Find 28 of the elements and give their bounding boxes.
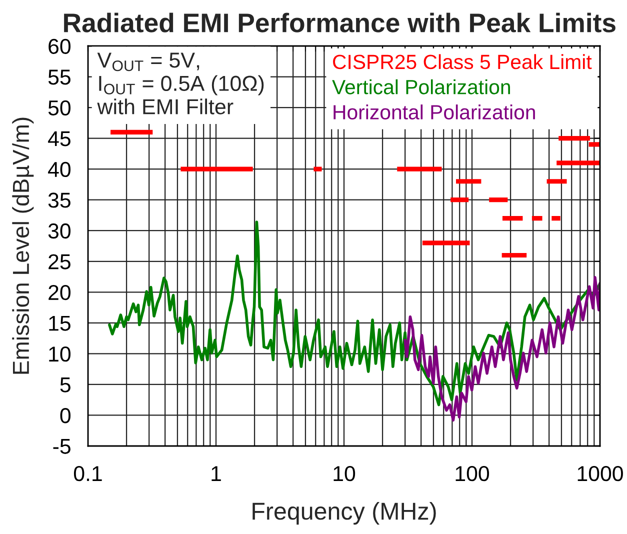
- y-tick-label: 40: [48, 162, 70, 178]
- text: CISPR25 Class 5 Peak Limit: [333, 54, 592, 70]
- annotation: I$_{OUT}$ = 0.5A (10Ω): [99, 75, 264, 96]
- y-axis-title: Emission Level (dBµV/m): [12, 118, 34, 374]
- y-tick-label: 15: [49, 316, 70, 331]
- y-tick-label: 20: [48, 284, 70, 300]
- x-tick-label: 1000: [578, 466, 623, 482]
- annotation: V$_{OUT}$ = 5V,: [97, 52, 200, 72]
- x-tick-label: 100: [456, 466, 490, 482]
- y-tick-label: 0: [60, 408, 70, 424]
- y-tick-label: 35: [48, 192, 70, 208]
- y-tick-label: 5: [60, 377, 70, 392]
- annotation: with EMI Filter: [97, 98, 234, 114]
- y-tick-label: -5: [53, 439, 70, 454]
- y-tick-label: 10: [49, 346, 70, 362]
- x-tick-label: 1: [212, 466, 221, 481]
- y-tick-label: 50: [48, 100, 70, 116]
- y-tick-label: 25: [48, 254, 70, 270]
- y-tick-label: 30: [48, 223, 70, 239]
- chart-title: Radiated EMI Performance with Peak Limits: [64, 12, 616, 32]
- x-tick-label: 10: [334, 466, 356, 482]
- x-tick-label: 0.1: [74, 466, 102, 482]
- y-tick-label: 55: [48, 70, 70, 85]
- x-axis-title: Frequency (MHz): [252, 502, 436, 525]
- y-tick-label: 60: [48, 38, 70, 54]
- text: Vertical Polarization: [332, 79, 510, 94]
- y-tick-label: 45: [48, 131, 70, 146]
- text: Horizontal Polarization: [334, 104, 535, 120]
